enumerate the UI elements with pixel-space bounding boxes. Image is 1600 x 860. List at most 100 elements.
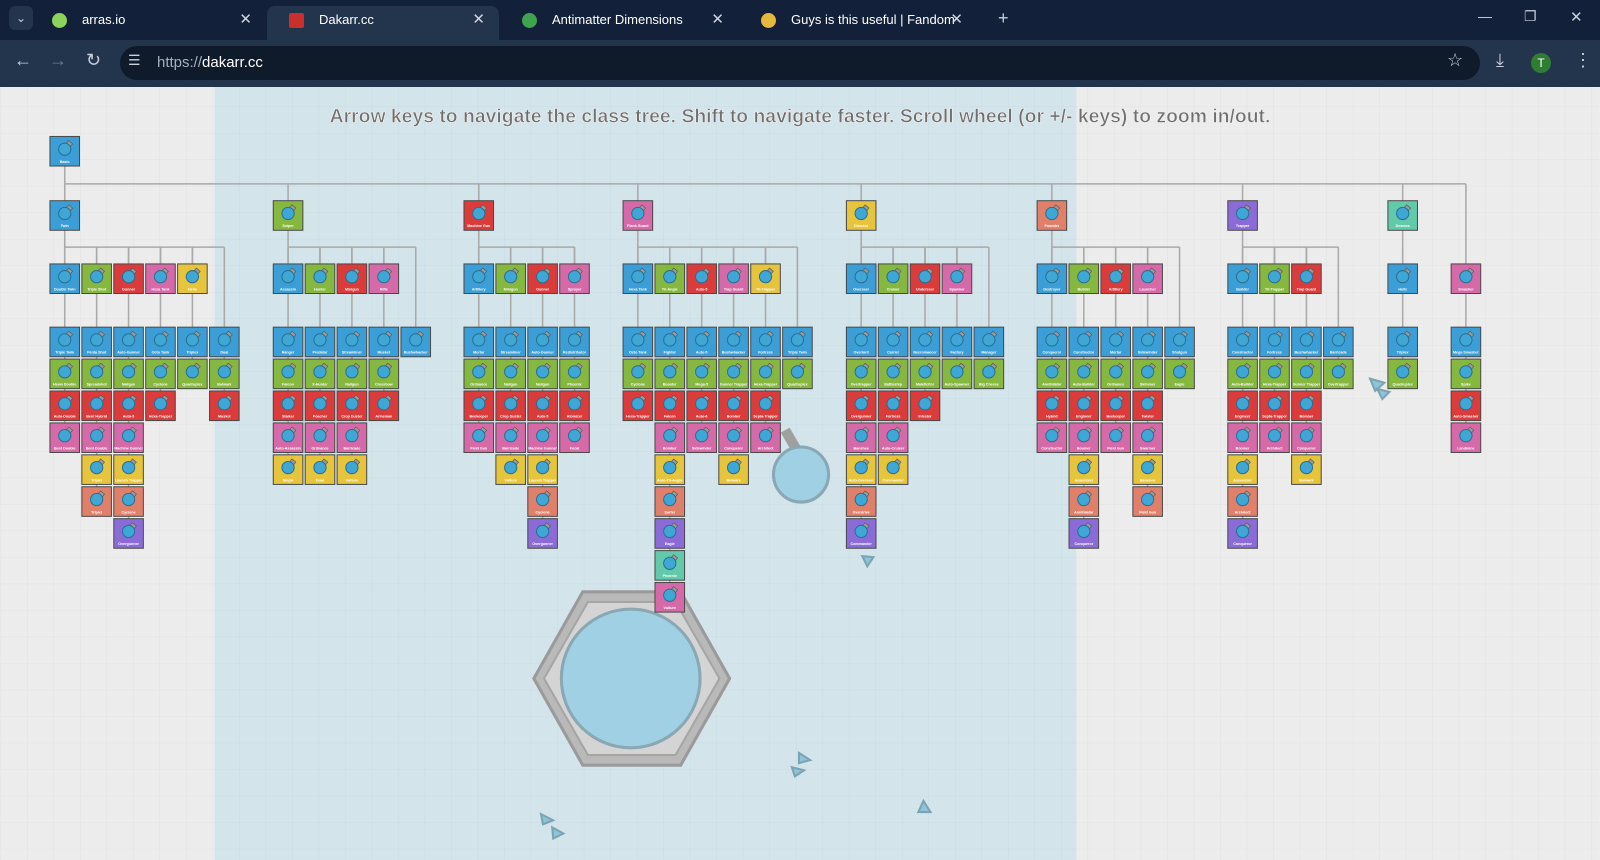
class-tile[interactable]: Field Gun: [1132, 486, 1163, 517]
tab[interactable]: Guys is this useful | Fandom ✕: [739, 6, 977, 40]
class-tile[interactable]: Falcon: [272, 358, 304, 390]
class-tile[interactable]: Overgunner: [845, 390, 877, 422]
site-info[interactable]: ☰: [128, 52, 141, 68]
tab-close[interactable]: ✕: [239, 11, 252, 28]
class-tile[interactable]: Hunter: [304, 263, 336, 295]
new-tab[interactable]: +: [998, 8, 1009, 28]
class-tile[interactable]: Carrier: [877, 326, 909, 358]
class-tile[interactable]: Triple Twin: [49, 326, 81, 358]
class-tile[interactable]: Cyclone: [527, 486, 558, 517]
tab-close[interactable]: ✕: [950, 11, 963, 28]
class-tile[interactable]: X-Hunter: [304, 358, 336, 390]
class-tile[interactable]: Builder: [1068, 263, 1100, 295]
class-tile[interactable]: Hewn Double: [49, 358, 81, 390]
class-tile[interactable]: Gunner Trapper: [718, 358, 749, 390]
class-tile[interactable]: Atomizer: [559, 390, 590, 422]
class-tile[interactable]: Field Gun: [1100, 422, 1132, 454]
class-tile[interactable]: Constructor: [1227, 326, 1258, 358]
class-tile[interactable]: Infestor: [909, 390, 941, 422]
class-tile[interactable]: Tri-Angle: [654, 263, 686, 295]
class-tile[interactable]: Nailgun: [113, 358, 144, 390]
class-tile[interactable]: Beekeeper: [463, 390, 495, 422]
class-tile[interactable]: Skimmer: [1132, 358, 1163, 390]
class-tile[interactable]: Overseer: [845, 263, 877, 295]
back[interactable]: ←: [14, 50, 32, 70]
class-tile[interactable]: Cyclone: [622, 358, 654, 390]
class-tile[interactable]: Septa-Trapper: [1259, 390, 1290, 422]
class-tile[interactable]: Triple Twin: [782, 326, 813, 358]
class-tile[interactable]: Commander: [845, 518, 877, 549]
class-tile[interactable]: Minigun: [336, 263, 368, 295]
profile[interactable]: T: [1531, 53, 1551, 73]
class-tile[interactable]: Triple Shot: [81, 263, 112, 295]
class-tile[interactable]: Triplet: [81, 454, 112, 485]
forward[interactable]: →: [49, 50, 67, 70]
class-tile[interactable]: Tri-Trapper: [1259, 263, 1290, 295]
class-tile[interactable]: Octo Tank: [145, 326, 176, 358]
class-tile[interactable]: Sprayer: [559, 263, 590, 295]
class-tile[interactable]: Auto-Assassin: [272, 422, 304, 454]
class-tile[interactable]: Cyclone: [145, 358, 176, 390]
reload[interactable]: ↻: [86, 50, 102, 70]
class-tile[interactable]: Hybrid: [1036, 390, 1068, 422]
class-tile[interactable]: Auto-Spawner: [941, 358, 973, 390]
class-tile[interactable]: Conqueror: [1227, 518, 1258, 549]
class-tile[interactable]: Cyclone: [113, 486, 144, 517]
class-tile[interactable]: Focal: [559, 422, 590, 454]
class-tile[interactable]: Stalker: [272, 390, 304, 422]
class-tile[interactable]: Vulture: [495, 454, 526, 485]
class-tile[interactable]: Overtrapper: [1323, 358, 1354, 390]
class-tile[interactable]: Ranger: [272, 326, 304, 358]
class-tile[interactable]: Rifle: [368, 263, 400, 295]
class-tile[interactable]: Auto-6: [686, 390, 717, 422]
class-tile[interactable]: Predator: [304, 326, 336, 358]
class-tile[interactable]: Helix: [1387, 263, 1418, 295]
class-tile[interactable]: Launch Trapper: [113, 454, 144, 485]
class-tile[interactable]: Hexa-Trapper: [145, 390, 176, 422]
class-tile[interactable]: Falcon: [654, 390, 686, 422]
class-tile[interactable]: Musket: [368, 326, 400, 358]
class-tile[interactable]: Bomber: [1291, 390, 1322, 422]
class-tile[interactable]: Fighter: [654, 326, 686, 358]
class-tile[interactable]: Mega Smasher: [1450, 326, 1482, 358]
class-tile[interactable]: Triplex: [1387, 326, 1418, 358]
class-tile[interactable]: Maleficitor: [909, 358, 941, 390]
class-tile[interactable]: Septa-Trapper: [750, 390, 781, 422]
class-tile[interactable]: Factory: [941, 326, 973, 358]
class-tile[interactable]: Auto-Builder: [1227, 358, 1258, 390]
restore[interactable]: ❐: [1524, 8, 1537, 24]
tab[interactable]: Antimatter Dimensions ✕: [500, 6, 738, 40]
class-tile[interactable]: Fortress: [1259, 326, 1290, 358]
class-tile[interactable]: Ordnance: [304, 422, 336, 454]
class-tile[interactable]: Vulture: [336, 454, 368, 485]
class-tile[interactable]: Quadruplex: [177, 358, 208, 390]
class-tile[interactable]: Assassin: [272, 263, 304, 295]
bookmark[interactable]: ☆: [1447, 50, 1464, 70]
minimize[interactable]: —: [1478, 8, 1492, 24]
class-tile[interactable]: Commander: [877, 454, 909, 485]
class-tile[interactable]: Fortress: [877, 390, 909, 422]
class-tile[interactable]: Necromancer: [909, 326, 941, 358]
class-tile[interactable]: Mortar: [1100, 326, 1132, 358]
class-tile[interactable]: Poacher: [304, 390, 336, 422]
class-tile[interactable]: Bent Double: [49, 422, 81, 454]
class-tile[interactable]: Overgunner: [527, 518, 558, 549]
class-tile[interactable]: Barricade: [495, 422, 526, 454]
class-tile[interactable]: Machine Gun: [463, 200, 495, 231]
class-tile[interactable]: Conqueror: [1068, 518, 1100, 549]
class-tile[interactable]: Architect: [1227, 486, 1258, 517]
class-tile[interactable]: Dual: [304, 454, 336, 485]
class-tile[interactable]: Hexa-Trapper: [1259, 358, 1290, 390]
tab[interactable]: Dakarr.cc ✕: [267, 6, 499, 40]
class-tile[interactable]: Ordnance: [1100, 358, 1132, 390]
class-tile[interactable]: Crossbow: [368, 358, 400, 390]
class-tile[interactable]: Overtrapper: [845, 358, 877, 390]
class-tile[interactable]: Streamliner: [495, 326, 526, 358]
class-tile[interactable]: Phoenix: [654, 550, 686, 581]
class-tile[interactable]: Launch Trapper: [527, 454, 558, 485]
class-tile[interactable]: Tri-Trapper: [750, 263, 781, 295]
class-tile[interactable]: Banshee: [845, 422, 877, 454]
class-tile[interactable]: Triplex: [177, 326, 208, 358]
class-tile[interactable]: Bent Hybrid: [81, 390, 112, 422]
close-window[interactable]: ✕: [1570, 9, 1583, 26]
